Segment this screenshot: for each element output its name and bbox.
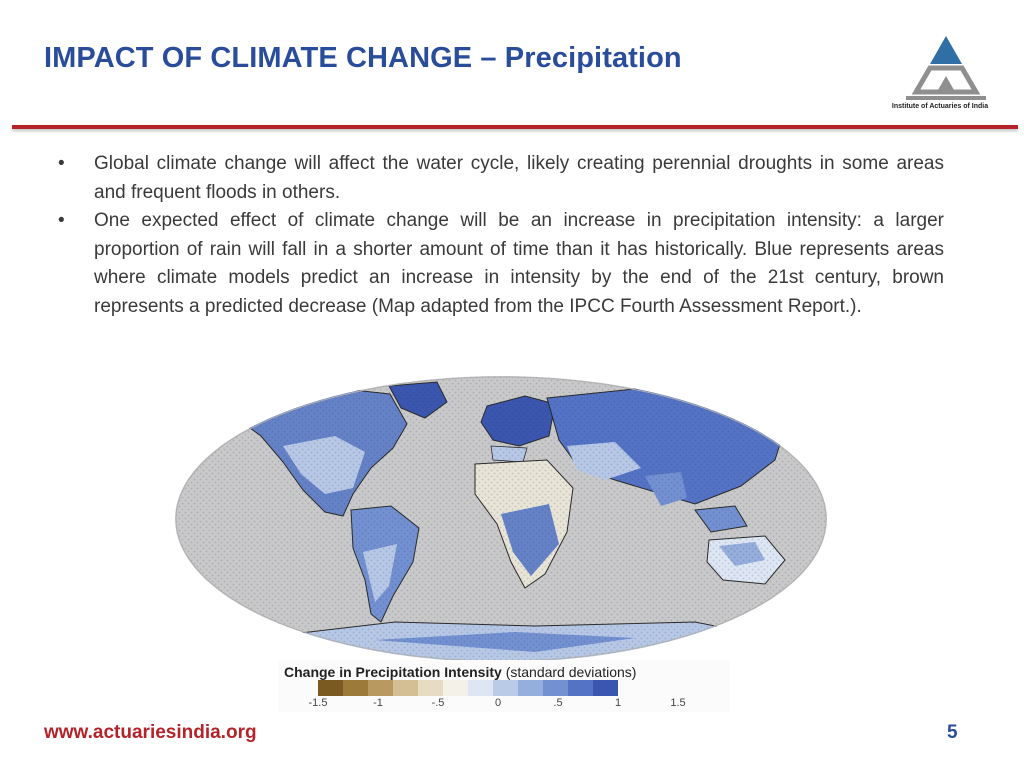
legend-swatch [418,680,443,696]
legend-title: Change in Precipitation Intensity (stand… [284,664,636,680]
bullet-text: Global climate change will affect the wa… [94,153,944,203]
legend-ticks: -1.5 -1 -.5 0 .5 1 1.5 [278,697,730,711]
bullet-dot: • [58,153,65,174]
legend-tick-label: 1 [614,697,622,709]
legend-tick-label: .5 [553,697,563,709]
logo-caption: Institute of Actuaries of India [891,103,989,110]
legend-swatch [443,680,468,696]
legend-color-bar [318,680,618,696]
bullet-item: • Global climate change will affect the … [56,150,944,207]
legend-title-main: Change in Precipitation Intensity [284,664,502,680]
legend-swatch [493,680,518,696]
legend-tick-label: 0 [494,697,502,709]
bullet-item: • One expected effect of climate change … [56,207,944,321]
legend-tick-label: -1 [373,697,383,709]
legend-title-sub: (standard deviations) [505,664,637,680]
legend-tick-label: -1.5 [308,697,328,709]
footer-website-link[interactable]: www.actuariesindia.org [44,722,257,743]
legend-swatch [543,680,568,696]
map-legend: Change in Precipitation Intensity (stand… [278,660,730,712]
title-divider [12,125,1018,129]
legend-swatch [518,680,543,696]
institute-logo [906,36,986,100]
legend-swatch [393,680,418,696]
legend-swatch [343,680,368,696]
legend-tick-label: 1.5 [670,697,686,709]
legend-swatch [318,680,343,696]
legend-tick-label: -.5 [431,697,445,709]
world-precipitation-map [175,376,827,662]
bullet-dot: • [58,210,65,231]
page-title: IMPACT OF CLIMATE CHANGE – Precipitation [44,42,682,74]
legend-swatch [593,680,618,696]
page-number: 5 [947,722,958,743]
bullet-list: • Global climate change will affect the … [56,150,944,321]
bullet-text: One expected effect of climate change wi… [94,210,944,317]
legend-swatch [468,680,493,696]
legend-swatch [568,680,593,696]
legend-swatch [368,680,393,696]
